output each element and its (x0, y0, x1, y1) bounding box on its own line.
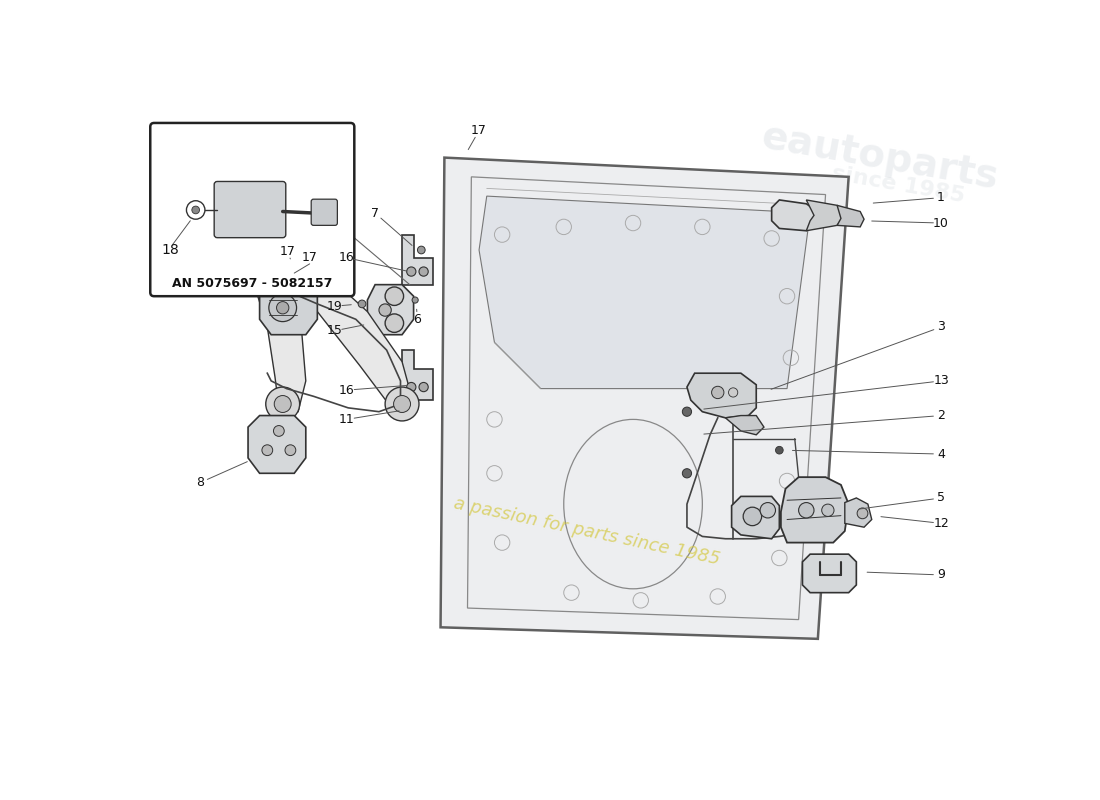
Circle shape (776, 446, 783, 454)
Circle shape (306, 270, 321, 285)
Text: 16: 16 (339, 251, 354, 264)
Circle shape (274, 426, 284, 436)
Circle shape (262, 445, 273, 455)
Text: 7: 7 (371, 206, 380, 219)
Polygon shape (726, 415, 763, 435)
Text: 2: 2 (937, 409, 945, 422)
Polygon shape (367, 285, 414, 334)
Text: 17: 17 (301, 251, 318, 264)
Circle shape (252, 262, 283, 292)
Text: 1: 1 (937, 191, 945, 204)
Text: eautoparts: eautoparts (758, 118, 1001, 197)
Polygon shape (403, 350, 433, 400)
Circle shape (418, 246, 426, 254)
Polygon shape (772, 200, 818, 230)
FancyBboxPatch shape (311, 199, 338, 226)
Circle shape (744, 507, 761, 526)
Text: 13: 13 (933, 374, 949, 387)
Text: 11: 11 (339, 413, 354, 426)
Circle shape (285, 445, 296, 455)
Circle shape (385, 387, 419, 421)
Polygon shape (686, 373, 757, 418)
FancyBboxPatch shape (151, 123, 354, 296)
Circle shape (419, 267, 428, 276)
Polygon shape (480, 196, 810, 389)
Circle shape (274, 395, 292, 413)
Polygon shape (440, 158, 849, 639)
Text: 15: 15 (327, 324, 342, 338)
Circle shape (822, 504, 834, 517)
Text: 9: 9 (937, 569, 945, 582)
Polygon shape (781, 477, 849, 542)
Circle shape (266, 387, 299, 421)
Circle shape (186, 201, 205, 219)
FancyBboxPatch shape (214, 182, 286, 238)
Text: AN 5075697 - 5082157: AN 5075697 - 5082157 (172, 278, 332, 290)
Circle shape (298, 262, 329, 292)
Polygon shape (806, 200, 845, 230)
Polygon shape (254, 270, 306, 415)
Polygon shape (298, 270, 414, 415)
Circle shape (385, 314, 404, 332)
Text: since 1985: since 1985 (830, 163, 967, 206)
Text: 3: 3 (937, 321, 945, 334)
Circle shape (760, 502, 775, 518)
Text: 10: 10 (933, 217, 949, 230)
Polygon shape (260, 273, 318, 334)
Circle shape (407, 267, 416, 276)
Circle shape (799, 502, 814, 518)
Circle shape (857, 508, 868, 518)
Circle shape (406, 404, 414, 412)
Circle shape (378, 304, 392, 316)
Circle shape (359, 300, 366, 308)
Text: 18: 18 (162, 243, 179, 257)
Circle shape (682, 469, 692, 478)
Text: 12: 12 (933, 517, 949, 530)
Circle shape (276, 302, 289, 314)
Polygon shape (845, 498, 871, 527)
Circle shape (268, 294, 297, 322)
Circle shape (728, 388, 738, 397)
Text: 17: 17 (280, 245, 296, 258)
Text: 8: 8 (196, 476, 205, 489)
Text: a passion for parts since 1985: a passion for parts since 1985 (452, 494, 722, 568)
Polygon shape (249, 415, 306, 474)
Text: 17: 17 (471, 124, 487, 137)
Text: 5: 5 (937, 491, 945, 505)
Polygon shape (732, 496, 779, 538)
Text: 16: 16 (339, 384, 354, 397)
Polygon shape (837, 206, 865, 227)
Circle shape (191, 206, 199, 214)
Circle shape (394, 395, 410, 413)
Circle shape (682, 407, 692, 416)
Circle shape (260, 270, 275, 285)
Circle shape (712, 386, 724, 398)
Circle shape (412, 297, 418, 303)
Polygon shape (403, 234, 433, 285)
Circle shape (385, 287, 404, 306)
Text: 6: 6 (414, 313, 421, 326)
Text: 19: 19 (327, 300, 342, 313)
Circle shape (407, 382, 416, 392)
Polygon shape (803, 554, 856, 593)
Text: 4: 4 (937, 447, 945, 461)
Circle shape (419, 382, 428, 392)
